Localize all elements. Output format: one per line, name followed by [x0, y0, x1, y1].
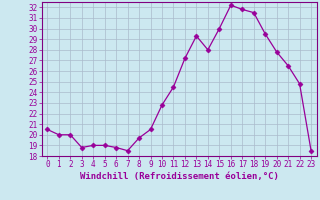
X-axis label: Windchill (Refroidissement éolien,°C): Windchill (Refroidissement éolien,°C) — [80, 172, 279, 181]
